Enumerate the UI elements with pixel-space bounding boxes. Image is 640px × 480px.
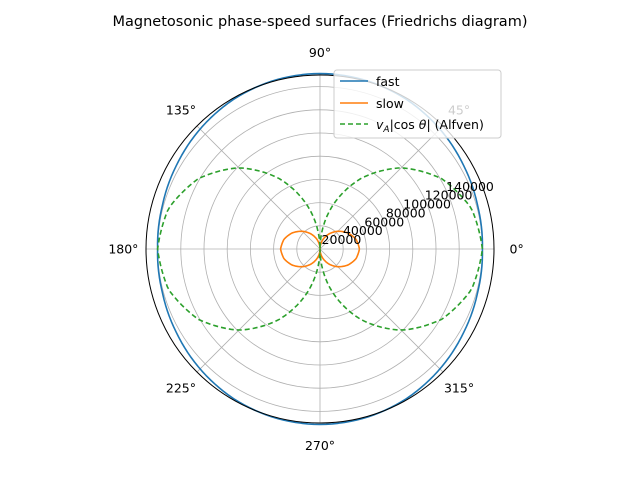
chart-title: Magnetosonic phase-speed surfaces (Fried…	[113, 14, 528, 30]
radial-tick-label-140000: 140000	[446, 179, 494, 194]
angular-gridline-135	[196, 125, 321, 250]
angular-gridline-225	[196, 248, 321, 373]
angle-tick-label-225: 225°	[166, 381, 196, 396]
series-line-alfven	[156, 167, 484, 331]
polar-grid	[146, 75, 494, 423]
angle-tick-label-0: 0°	[510, 242, 524, 257]
legend-label-alfven: vA|cos θ| (Alfven)	[376, 117, 484, 135]
radial-tick-label-80000: 80000	[386, 205, 426, 220]
radial-tick-label-40000: 40000	[343, 223, 383, 238]
radial-tick-label-100000: 100000	[403, 197, 451, 212]
angle-tick-label-270: 270°	[305, 438, 335, 453]
legend-label-fast: fast	[376, 74, 400, 89]
series-line-slow	[279, 230, 361, 268]
angle-tick-label-315: 315°	[444, 381, 474, 396]
radial-tick-label-120000: 120000	[425, 188, 473, 203]
radial-tick-label-60000: 60000	[364, 214, 404, 229]
angle-tick-label-90: 90°	[309, 45, 331, 60]
legend: fast slow vA|cos θ| (Alfven)	[333, 69, 502, 139]
legend-frame	[333, 69, 502, 139]
angular-gridline-315	[319, 248, 444, 373]
angle-tick-label-180: 180°	[108, 242, 138, 257]
angle-tick-label-135: 135°	[166, 102, 196, 117]
radial-tick-label-20000: 20000	[322, 232, 362, 247]
angular-gridline-45	[319, 125, 444, 250]
legend-label-slow: slow	[376, 96, 404, 111]
polar-spine	[145, 74, 495, 424]
